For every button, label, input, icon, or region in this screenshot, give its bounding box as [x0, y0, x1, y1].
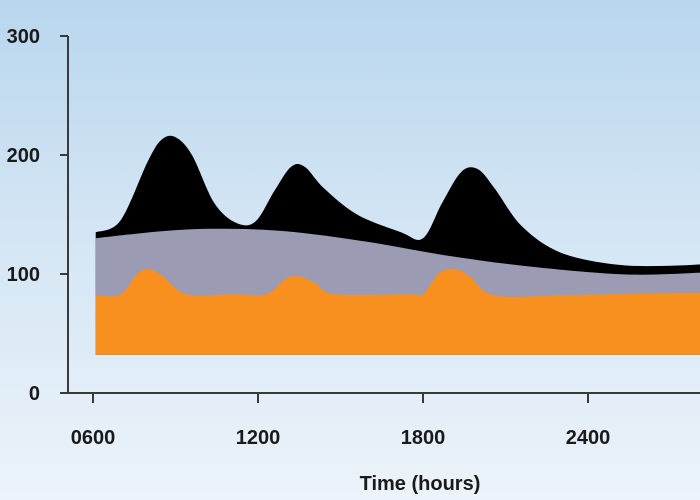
- y-tick-label: 300: [7, 26, 40, 48]
- area-orange-layer: [95, 268, 700, 355]
- x-tick-label: 2400: [566, 427, 611, 449]
- y-tick-label: 200: [7, 145, 40, 167]
- x-tick-label: 1800: [401, 427, 446, 449]
- plot-area: [95, 135, 700, 355]
- y-tick-label: 0: [29, 383, 40, 405]
- x-axis-label: Time (hours): [360, 473, 481, 495]
- y-tick-label: 100: [7, 264, 40, 286]
- x-tick-label: 1200: [236, 427, 281, 449]
- axis-ticks: 0 100 200 300 0600 1200 1800 2400: [7, 26, 611, 449]
- x-tick-label: 0600: [71, 427, 116, 449]
